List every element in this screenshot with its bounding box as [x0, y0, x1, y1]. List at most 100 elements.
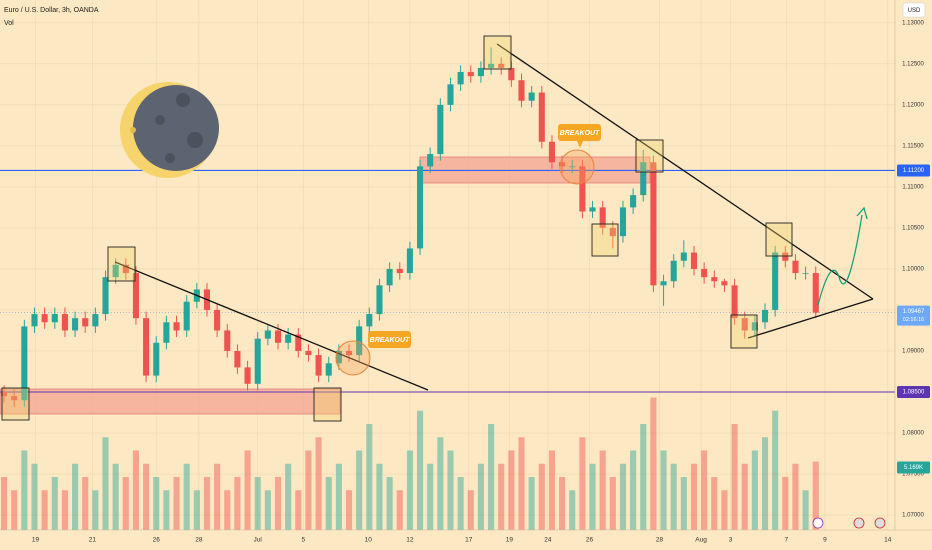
volume-bar	[315, 437, 322, 530]
volume-bar	[264, 490, 271, 530]
volume-bar	[51, 477, 58, 530]
price-axis	[895, 0, 932, 550]
volume-bar	[670, 463, 677, 530]
event-icon[interactable]	[853, 517, 865, 529]
candle-body	[183, 301, 190, 331]
volume-bar	[406, 450, 413, 530]
volume-bar	[721, 490, 728, 530]
volume-bar	[224, 490, 231, 530]
volume-bar	[802, 490, 809, 530]
candle-body	[132, 273, 140, 319]
candle-body	[792, 260, 799, 274]
candle-body	[650, 162, 657, 286]
event-icon[interactable]	[812, 517, 824, 529]
pivot-box	[107, 246, 136, 282]
volume-bar	[792, 463, 799, 530]
candle-body	[569, 166, 576, 168]
candle-body	[153, 342, 160, 376]
candle-body	[731, 285, 738, 319]
volume-last-label: 5.169K	[904, 465, 923, 471]
volume-bar	[701, 450, 708, 530]
volume-bar	[457, 477, 464, 530]
currency-button[interactable]	[902, 2, 926, 18]
pivot-box	[313, 387, 342, 422]
volume-bar	[295, 490, 302, 530]
volume-bar	[31, 463, 38, 530]
volume-bar	[234, 477, 241, 530]
breakout-label-box	[368, 331, 411, 348]
volume-bar	[498, 463, 505, 530]
candle-body	[498, 63, 505, 68]
candle-body	[386, 268, 393, 286]
candle-body	[264, 330, 271, 339]
volume-bar	[325, 477, 332, 530]
volume-bar	[143, 463, 150, 530]
pivot-box	[730, 314, 758, 349]
candle-body	[630, 195, 637, 208]
volume-bar	[163, 490, 170, 530]
projection-arrow	[817, 214, 863, 306]
breakout-label: BREAKOUT	[370, 337, 410, 344]
candle-body	[447, 84, 454, 105]
pivot-box	[483, 35, 512, 70]
y-tick-label: 1.07000	[902, 513, 924, 519]
volume-bar	[82, 477, 89, 530]
candle-body	[102, 277, 109, 315]
volume-title: Vol	[4, 20, 14, 27]
candle-body	[488, 63, 495, 68]
volume-bar	[183, 463, 190, 530]
event-icon[interactable]	[874, 517, 886, 529]
y-tick-label: 1.09000	[902, 349, 924, 355]
candle-body	[660, 281, 667, 286]
candle-body	[122, 264, 129, 274]
candle-body	[589, 207, 596, 212]
volume-bar	[427, 463, 434, 530]
breakout-label-box	[558, 124, 601, 141]
candle-body	[305, 350, 312, 356]
candle-body	[670, 260, 677, 282]
trendline	[747, 298, 874, 339]
candle-body	[21, 326, 28, 401]
candle-body	[619, 207, 627, 237]
volume-bar	[244, 450, 251, 530]
volume-bar	[1, 477, 8, 530]
y-tick-label: 1.12500	[902, 61, 924, 67]
candle-body	[143, 318, 150, 376]
candle-body	[457, 72, 464, 85]
volume-bar	[640, 424, 647, 530]
volume-bar	[650, 397, 657, 530]
volume-bar	[772, 410, 779, 530]
volume-bar	[751, 450, 758, 530]
y-tick-label: 1.10000	[902, 267, 924, 273]
volume-bar	[467, 490, 474, 530]
volume-bar	[690, 463, 698, 530]
level-label-box	[897, 164, 930, 177]
support-zone	[0, 388, 341, 415]
volume-bar	[630, 450, 637, 530]
x-tick-label: Jul	[254, 537, 263, 544]
x-tick-label: 3	[729, 537, 733, 544]
candle-body	[437, 104, 444, 155]
candle-body	[315, 355, 322, 376]
volume-bar	[417, 410, 424, 530]
volume-bar	[447, 450, 454, 530]
pivot-box	[635, 139, 664, 173]
currency[interactable]: USD	[908, 8, 921, 14]
candle-body	[234, 350, 241, 368]
volume-bar	[579, 437, 586, 530]
volume-bar	[11, 490, 18, 530]
y-tick-label: 1.11000	[902, 184, 924, 190]
pivot-box	[1, 387, 30, 421]
breakout-pointer	[577, 141, 583, 148]
volume-bar	[761, 437, 769, 530]
breakout-label: BREAKOUT	[560, 130, 600, 137]
volume-bar	[72, 463, 79, 530]
volume-bar	[193, 490, 200, 530]
candle-body	[82, 318, 89, 327]
pivot-box	[591, 223, 619, 257]
x-tick-label: 7	[785, 537, 789, 544]
volume-bar	[731, 424, 738, 530]
